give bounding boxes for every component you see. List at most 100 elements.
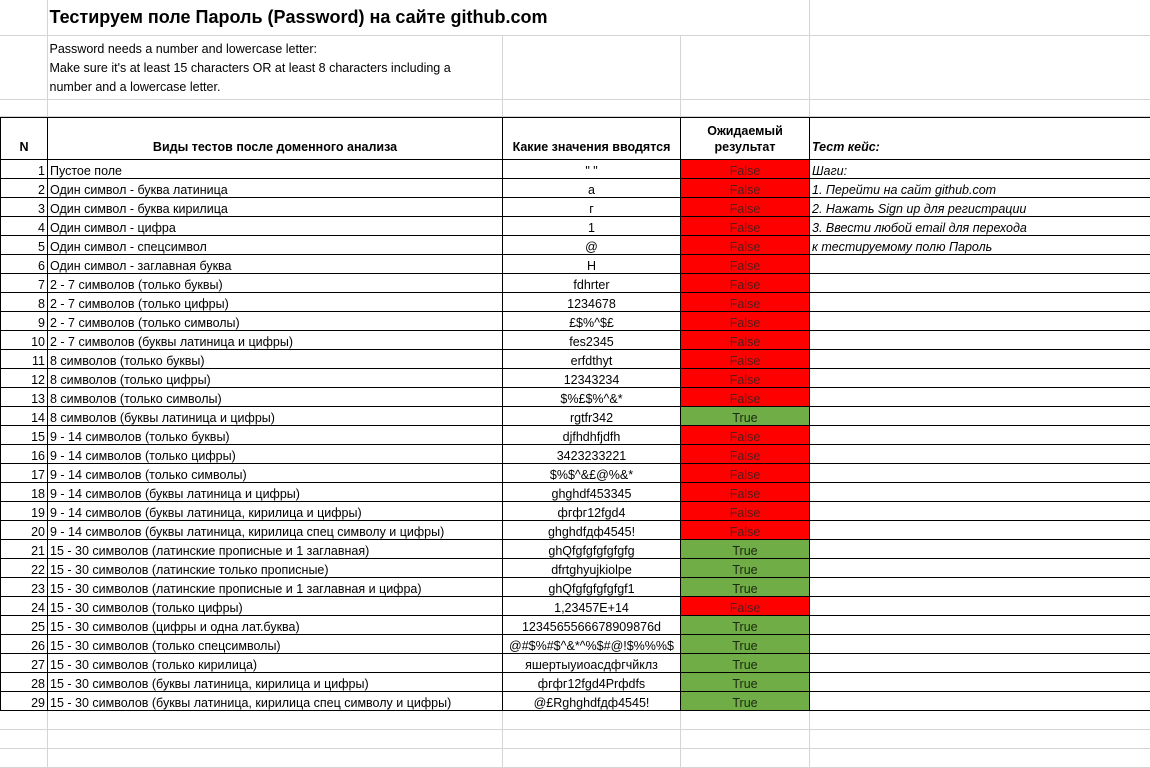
expected-result-cell[interactable]: False [681, 520, 810, 539]
test-case-step-cell[interactable] [810, 596, 1150, 615]
row-number[interactable]: 16 [1, 444, 48, 463]
input-value-cell[interactable]: 1 [503, 216, 681, 235]
row-number[interactable]: 17 [1, 463, 48, 482]
test-case-step-cell[interactable] [810, 672, 1150, 691]
cell-e3[interactable] [809, 99, 1150, 116]
row-number[interactable]: 10 [1, 330, 48, 349]
cell-d2[interactable] [680, 35, 809, 99]
cell-c3[interactable] [502, 99, 680, 116]
test-type-cell[interactable]: 9 - 14 символов (только буквы) [48, 425, 503, 444]
input-value-cell[interactable]: rgtfr342 [503, 406, 681, 425]
input-value-cell[interactable]: H [503, 254, 681, 273]
description-cell[interactable]: Password needs a number and lowercase le… [47, 35, 502, 99]
empty-cell[interactable] [0, 749, 47, 768]
expected-result-cell[interactable]: False [681, 292, 810, 311]
cell-d3[interactable] [680, 99, 809, 116]
input-value-cell[interactable]: erfdthyt [503, 349, 681, 368]
expected-result-cell[interactable]: False [681, 273, 810, 292]
test-case-step-cell[interactable] [810, 292, 1150, 311]
expected-result-cell[interactable]: False [681, 330, 810, 349]
input-value-cell[interactable]: г [503, 197, 681, 216]
test-case-step-cell[interactable] [810, 311, 1150, 330]
test-case-step-cell[interactable] [810, 444, 1150, 463]
header-n[interactable]: N [1, 117, 48, 159]
expected-result-cell[interactable]: False [681, 368, 810, 387]
row-number[interactable]: 12 [1, 368, 48, 387]
expected-result-cell[interactable]: True [681, 539, 810, 558]
test-type-cell[interactable]: 8 символов (только символы) [48, 387, 503, 406]
expected-result-cell[interactable]: False [681, 596, 810, 615]
expected-result-cell[interactable]: False [681, 387, 810, 406]
row-number[interactable]: 1 [1, 159, 48, 178]
test-type-cell[interactable]: 15 - 30 символов (только кирилица) [48, 653, 503, 672]
row-number[interactable]: 2 [1, 178, 48, 197]
cell-a2[interactable] [0, 35, 47, 99]
input-value-cell[interactable]: фгфг12fgd4 [503, 501, 681, 520]
expected-result-cell[interactable]: True [681, 691, 810, 710]
test-case-step-cell[interactable]: 3. Ввести любой email для перехода [810, 216, 1150, 235]
input-value-cell[interactable]: 1234565566678909876d [503, 615, 681, 634]
test-type-cell[interactable]: 15 - 30 символов (только спецсимволы) [48, 634, 503, 653]
expected-result-cell[interactable]: True [681, 672, 810, 691]
input-value-cell[interactable]: fes2345 [503, 330, 681, 349]
empty-cell[interactable] [0, 730, 47, 749]
row-number[interactable]: 21 [1, 539, 48, 558]
test-case-step-cell[interactable] [810, 254, 1150, 273]
test-case-step-cell[interactable] [810, 482, 1150, 501]
row-number[interactable]: 11 [1, 349, 48, 368]
test-case-step-cell[interactable] [810, 558, 1150, 577]
test-type-cell[interactable]: 2 - 7 символов (только цифры) [48, 292, 503, 311]
test-type-cell[interactable]: Один символ - буква кирилица [48, 197, 503, 216]
row-number[interactable]: 20 [1, 520, 48, 539]
empty-cell[interactable] [809, 730, 1150, 749]
expected-result-cell[interactable]: True [681, 406, 810, 425]
test-type-cell[interactable]: 15 - 30 символов (буквы латиница, кирили… [48, 672, 503, 691]
header-test-type[interactable]: Виды тестов после доменного анализа [48, 117, 503, 159]
test-case-step-cell[interactable] [810, 368, 1150, 387]
row-number[interactable]: 15 [1, 425, 48, 444]
test-case-step-cell[interactable] [810, 539, 1150, 558]
row-number[interactable]: 22 [1, 558, 48, 577]
test-type-cell[interactable]: 9 - 14 символов (только цифры) [48, 444, 503, 463]
row-number[interactable]: 29 [1, 691, 48, 710]
input-value-cell[interactable]: " " [503, 159, 681, 178]
expected-result-cell[interactable]: False [681, 444, 810, 463]
test-type-cell[interactable]: 15 - 30 символов (буквы латиница, кирили… [48, 691, 503, 710]
input-value-cell[interactable]: a [503, 178, 681, 197]
cell-a1[interactable] [0, 0, 47, 35]
expected-result-cell[interactable]: True [681, 558, 810, 577]
empty-cell[interactable] [680, 711, 809, 730]
input-value-cell[interactable]: ghQfgfgfgfgfgf1 [503, 577, 681, 596]
row-number[interactable]: 25 [1, 615, 48, 634]
row-number[interactable]: 24 [1, 596, 48, 615]
input-value-cell[interactable]: ghQfgfgfgfgfgfg [503, 539, 681, 558]
test-type-cell[interactable]: Один символ - заглавная буква [48, 254, 503, 273]
test-case-step-cell[interactable]: 1. Перейти на сайт github.com [810, 178, 1150, 197]
input-value-cell[interactable]: ghghdfдф4545! [503, 520, 681, 539]
test-type-cell[interactable]: Один символ - спецсимвол [48, 235, 503, 254]
input-value-cell[interactable]: $%$^&£@%&* [503, 463, 681, 482]
test-case-step-cell[interactable] [810, 577, 1150, 596]
input-value-cell[interactable]: @£Rghghdfдф4545! [503, 691, 681, 710]
test-case-step-cell[interactable] [810, 463, 1150, 482]
expected-result-cell[interactable]: False [681, 178, 810, 197]
input-value-cell[interactable]: 12343234 [503, 368, 681, 387]
test-case-step-cell[interactable] [810, 330, 1150, 349]
empty-cell[interactable] [809, 711, 1150, 730]
test-case-step-cell[interactable] [810, 653, 1150, 672]
header-input-value[interactable]: Какие значения вводятся [503, 117, 681, 159]
empty-cell[interactable] [47, 749, 502, 768]
test-type-cell[interactable]: 9 - 14 символов (только символы) [48, 463, 503, 482]
cell-a3[interactable] [0, 99, 47, 116]
row-number[interactable]: 18 [1, 482, 48, 501]
expected-result-cell[interactable]: False [681, 159, 810, 178]
empty-cell[interactable] [809, 749, 1150, 768]
row-number[interactable]: 3 [1, 197, 48, 216]
input-value-cell[interactable]: £$%^$£ [503, 311, 681, 330]
row-number[interactable]: 23 [1, 577, 48, 596]
test-case-step-cell[interactable] [810, 349, 1150, 368]
row-number[interactable]: 8 [1, 292, 48, 311]
row-number[interactable]: 14 [1, 406, 48, 425]
test-type-cell[interactable]: Пустое поле [48, 159, 503, 178]
test-type-cell[interactable]: 2 - 7 символов (буквы латиница и цифры) [48, 330, 503, 349]
